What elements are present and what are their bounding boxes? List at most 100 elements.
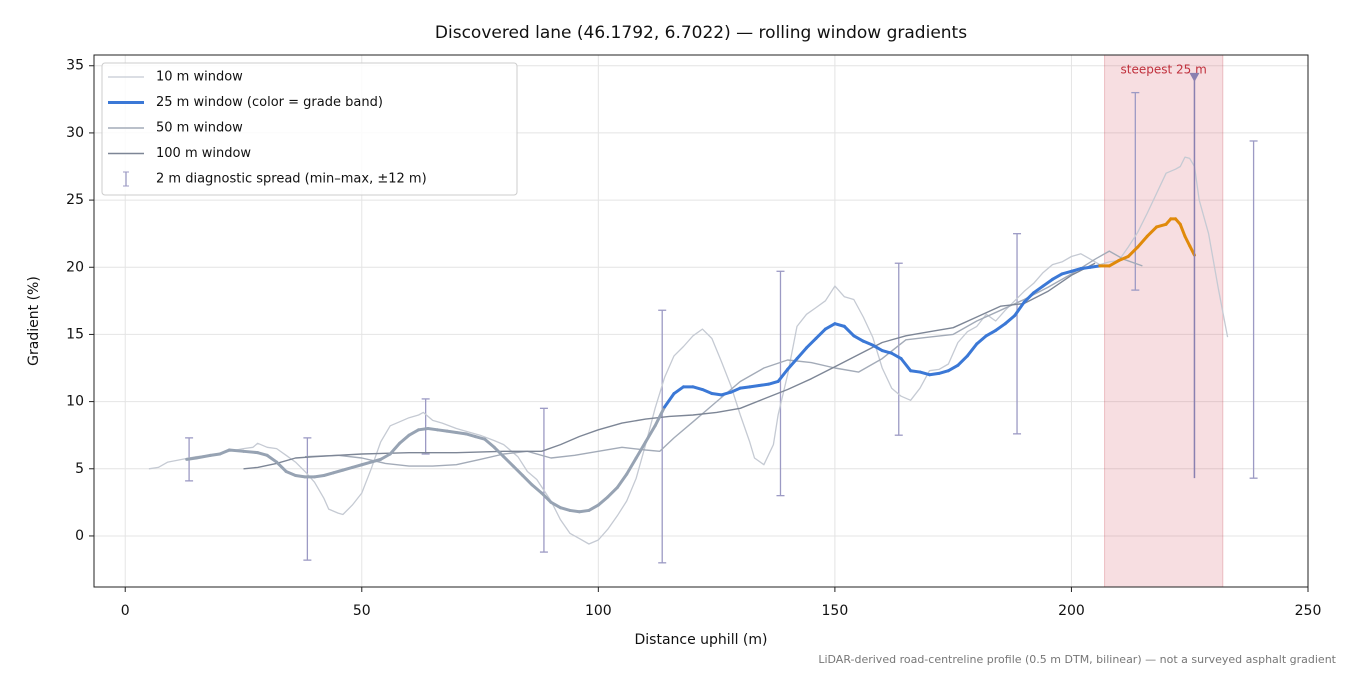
legend-label: 25 m window (color = grade band) — [156, 95, 383, 110]
line-segment — [1107, 259, 1121, 268]
error-bar — [1131, 91, 1140, 291]
line-segment — [776, 367, 790, 383]
steepest-marker — [1189, 72, 1200, 82]
x-axis-label: Distance uphill (m) — [635, 632, 768, 648]
line-segment — [814, 327, 827, 340]
line-segment — [194, 453, 212, 460]
error-bar — [303, 437, 312, 561]
line-segment — [1126, 245, 1140, 259]
line-segment — [634, 440, 648, 460]
line-segment — [861, 339, 875, 347]
line-segment — [738, 385, 752, 390]
legend-label: 10 m window — [156, 70, 243, 85]
line-segment — [265, 453, 279, 464]
line-segment — [1183, 234, 1192, 248]
error-bar — [539, 407, 548, 553]
line-segment — [1041, 277, 1055, 288]
line-segment — [1060, 269, 1073, 276]
line-segment — [331, 468, 345, 475]
y-tick-label: 5 — [75, 461, 84, 477]
footnote: LiDAR-derived road-centreline profile (0… — [818, 653, 1336, 666]
line-segment — [540, 491, 553, 504]
line-segment — [549, 500, 562, 510]
line-segment — [975, 334, 988, 346]
line-segment — [653, 405, 667, 428]
line-segment — [1051, 272, 1064, 281]
line-segment — [1145, 225, 1159, 238]
line-segment — [312, 473, 326, 479]
line-segment — [842, 324, 856, 338]
line-segment — [644, 424, 657, 444]
line-segment — [275, 460, 288, 473]
line-segment — [1069, 267, 1083, 273]
line-segment — [1032, 284, 1045, 295]
line-segment — [360, 460, 373, 467]
line-segment — [1079, 265, 1092, 271]
error-bar — [658, 309, 667, 564]
line-segment — [294, 473, 307, 479]
line-segment — [691, 385, 704, 392]
line-segment — [242, 449, 260, 455]
line-segment — [502, 455, 515, 468]
line-segment — [284, 469, 298, 477]
line-segment — [1117, 255, 1130, 263]
x-tick-label: 50 — [353, 603, 371, 619]
line-segment — [994, 322, 1007, 332]
error-bar — [1013, 233, 1022, 435]
line-segment — [483, 437, 496, 449]
line-segment — [558, 506, 572, 512]
y-tick-label: 30 — [66, 125, 84, 141]
line-segment — [464, 432, 477, 439]
error-bar — [1249, 140, 1258, 479]
line-segment — [530, 483, 544, 495]
line-segment — [795, 346, 809, 361]
line-segment — [606, 486, 619, 499]
legend-label: 2 m diagnostic spread (min–max, ±12 m) — [156, 172, 427, 187]
error-bar — [421, 398, 430, 455]
line-segment — [407, 428, 421, 437]
line-segment — [185, 456, 198, 461]
x-tick-label: 200 — [1058, 603, 1085, 619]
line-segment — [890, 351, 903, 361]
x-tick-label: 150 — [822, 603, 849, 619]
line-segment — [426, 426, 439, 432]
line-segment — [1136, 234, 1149, 249]
line-segment — [928, 371, 941, 377]
line-segment — [454, 431, 468, 436]
line-segment — [388, 441, 402, 456]
chart-title: Discovered lane (46.1792, 6.7022) — roll… — [435, 23, 967, 43]
line-segment — [615, 472, 629, 490]
line-segment — [984, 328, 998, 338]
line-segment — [577, 508, 591, 514]
y-tick-label: 25 — [66, 192, 84, 208]
steepest-label: steepest 25 m — [1121, 63, 1207, 77]
line-segment — [473, 435, 487, 441]
y-tick-label: 10 — [66, 394, 84, 410]
y-tick-label: 15 — [66, 326, 84, 342]
line-segment — [350, 463, 364, 469]
line-segment — [511, 464, 525, 477]
line-segment — [445, 429, 458, 435]
y-tick-label: 35 — [66, 58, 84, 74]
line-segment — [852, 334, 865, 343]
line-segment — [700, 388, 714, 396]
line-segment — [1088, 264, 1102, 269]
line-segment — [369, 457, 383, 464]
error-bar — [776, 270, 785, 497]
line-segment — [625, 456, 638, 476]
x-tick-label: 0 — [121, 603, 130, 619]
y-tick-label: 0 — [75, 528, 84, 544]
line-segment — [1155, 222, 1168, 229]
line-segment — [521, 473, 534, 487]
x-tick-label: 250 — [1295, 603, 1322, 619]
line-segment — [435, 428, 449, 433]
line-segment — [417, 426, 430, 432]
line-segment — [492, 445, 506, 459]
line-segment — [937, 369, 950, 375]
line-segment — [208, 452, 222, 457]
line-segment — [1003, 314, 1017, 326]
line-segment — [909, 369, 922, 374]
line-segment — [596, 495, 610, 507]
legend-box — [101, 62, 518, 196]
